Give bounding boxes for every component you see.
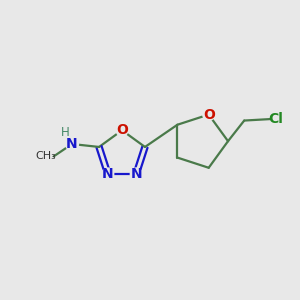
Text: O: O bbox=[116, 123, 128, 137]
Circle shape bbox=[65, 137, 79, 151]
Circle shape bbox=[203, 109, 214, 121]
Text: H: H bbox=[61, 126, 70, 139]
Circle shape bbox=[116, 124, 128, 136]
Circle shape bbox=[102, 168, 114, 180]
Text: Cl: Cl bbox=[268, 112, 283, 126]
Text: O: O bbox=[203, 108, 214, 122]
Text: N: N bbox=[66, 137, 78, 151]
Text: N: N bbox=[130, 167, 142, 181]
Text: CH₃: CH₃ bbox=[35, 152, 56, 161]
Text: N: N bbox=[102, 167, 114, 181]
Circle shape bbox=[130, 168, 142, 180]
